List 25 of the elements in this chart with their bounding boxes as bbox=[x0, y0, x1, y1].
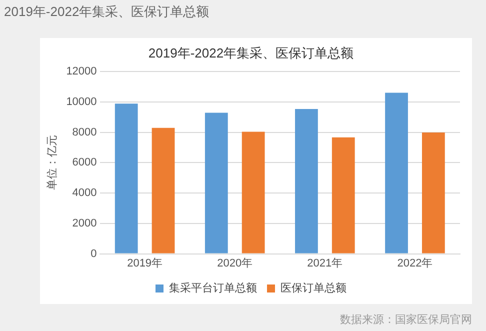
x-tick-label: 2021年 bbox=[307, 257, 343, 270]
x-tick-label: 2020年 bbox=[217, 257, 253, 270]
text: 2019年-2022年集采、医保订单总额 bbox=[4, 3, 210, 21]
bar bbox=[152, 128, 175, 254]
x-tick-label: 2019年 bbox=[127, 257, 163, 270]
y-tick-label: 8000 bbox=[72, 126, 97, 138]
y-tick-label: 2000 bbox=[72, 217, 97, 230]
bar bbox=[204, 112, 228, 254]
y-tick-label: 12000 bbox=[66, 66, 97, 78]
bar bbox=[422, 132, 445, 254]
y-tick-label: 6000 bbox=[72, 156, 97, 169]
chart-title: 2019年-2022年集采、医保订单总额 bbox=[148, 45, 354, 60]
y-tick-label: 10000 bbox=[66, 96, 97, 108]
bar bbox=[114, 104, 138, 254]
x-tick-label: 2022年 bbox=[397, 257, 433, 270]
y-tick-label: 4000 bbox=[72, 187, 97, 200]
legend-label: 集采平台订单总额 bbox=[169, 282, 257, 295]
bar bbox=[385, 92, 408, 254]
bar bbox=[332, 137, 355, 254]
bar bbox=[242, 132, 265, 254]
y-axis-title: 单位：亿元 bbox=[46, 135, 59, 190]
bar bbox=[295, 108, 318, 254]
source-note: 数据来源：国家医保局官网 bbox=[340, 312, 472, 327]
legend-label: 医保订单总额 bbox=[280, 282, 346, 295]
y-tick-label: 0 bbox=[90, 248, 97, 260]
